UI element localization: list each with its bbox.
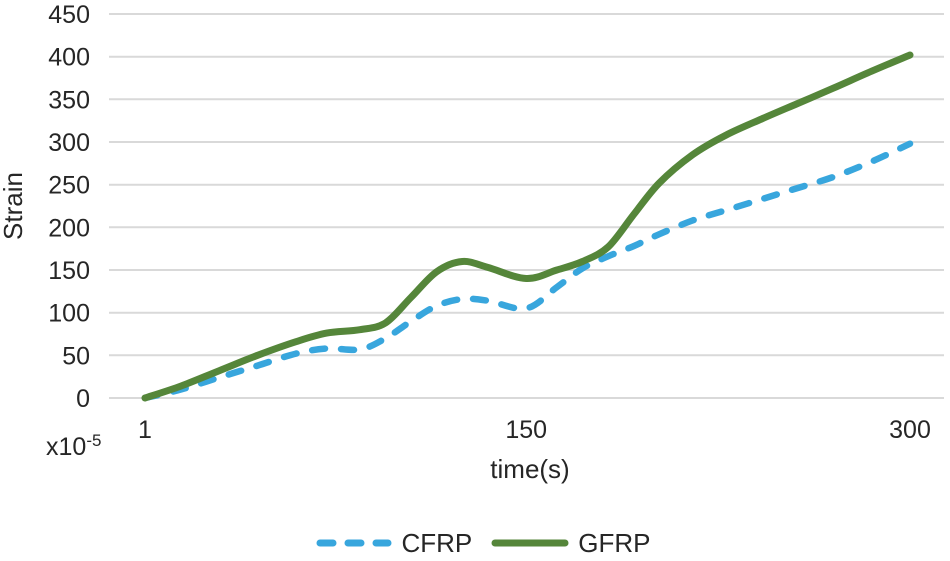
y-tick-200: 200 — [48, 214, 90, 242]
x-tick-150: 150 — [505, 416, 547, 444]
gridlines — [109, 13, 944, 399]
y-tick-50: 50 — [62, 342, 90, 370]
legend-item-gfrp: GFRP — [490, 528, 651, 558]
y-axis-multiplier: x10-5 — [46, 431, 101, 461]
y-tick-0: 0 — [76, 385, 90, 413]
cfrp-dashed-line-swatch — [316, 539, 392, 547]
y-tick-400: 400 — [48, 44, 90, 72]
y-tick-300: 300 — [48, 129, 90, 157]
y-axis-title: Strain — [0, 172, 28, 240]
gfrp-solid-line-swatch — [491, 539, 569, 547]
multiplier-base: x10 — [46, 433, 86, 461]
legend: CFRP GFRP — [0, 526, 950, 560]
y-tick-100: 100 — [48, 300, 90, 328]
legend-item-cfrp: CFRP — [315, 530, 472, 556]
y-tick-150: 150 — [48, 257, 90, 285]
series-lines — [141, 51, 914, 402]
x-tick-1: 1 — [138, 416, 152, 444]
multiplier-exponent: -5 — [86, 431, 101, 450]
y-axis-tick-labels: 0 50 100 150 200 250 300 350 400 450 — [48, 1, 90, 413]
y-tick-350: 350 — [48, 86, 90, 114]
x-axis-tick-labels: 1 150 300 — [138, 416, 931, 444]
gfrp-line — [141, 51, 914, 402]
x-axis-title: time(s) — [490, 454, 569, 484]
y-tick-250: 250 — [48, 172, 90, 200]
legend-label-gfrp: GFRP — [578, 528, 651, 558]
legend-label-cfrp: CFRP — [401, 528, 473, 558]
y-tick-450: 450 — [48, 1, 90, 29]
cfrp-line — [141, 140, 914, 402]
x-tick-300: 300 — [889, 416, 931, 444]
